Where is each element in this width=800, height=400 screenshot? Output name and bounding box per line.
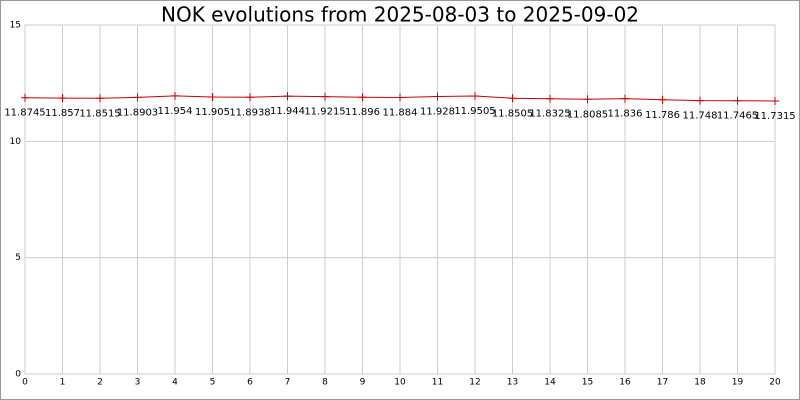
data-label: 11.928	[420, 106, 455, 117]
point-marker	[358, 93, 367, 102]
point-marker	[58, 94, 67, 103]
data-label: 11.896	[345, 107, 380, 118]
x-tick-label: 11	[432, 378, 443, 388]
x-tick-label: 14	[544, 378, 556, 388]
x-tick-label: 13	[507, 378, 518, 388]
data-label: 11.8903	[117, 107, 158, 118]
data-label: 11.944	[270, 106, 305, 117]
point-marker	[433, 92, 442, 101]
x-tick-label: 0	[22, 378, 28, 388]
data-label: 11.8745	[4, 108, 45, 119]
point-marker	[171, 91, 179, 100]
point-marker	[733, 96, 742, 105]
y-tick-label: 15	[10, 21, 21, 31]
point-marker	[96, 94, 104, 103]
data-label: 11.905	[195, 107, 230, 118]
data-label: 11.884	[383, 107, 418, 118]
data-label: 11.9505	[454, 106, 495, 117]
x-tick-label: 20	[769, 378, 781, 388]
y-tick-label: 10	[10, 137, 22, 147]
point-marker	[246, 93, 254, 102]
x-tick-label: 17	[657, 378, 668, 388]
point-marker	[508, 94, 517, 103]
x-tick-label: 2	[97, 378, 103, 388]
data-label: 11.748	[683, 111, 718, 122]
data-label: 11.786	[645, 110, 680, 121]
point-marker	[321, 92, 329, 101]
x-tick-label: 18	[694, 378, 706, 388]
data-label: 11.8505	[492, 108, 533, 119]
x-tick-label: 1	[60, 378, 66, 388]
data-label: 11.8325	[529, 109, 570, 120]
point-marker	[696, 96, 704, 105]
data-label: 11.7315	[754, 111, 795, 122]
point-marker	[621, 94, 629, 103]
data-label: 11.8085	[567, 109, 608, 120]
x-tick-label: 5	[210, 378, 216, 388]
point-marker	[208, 93, 217, 102]
chart-title: NOK evolutions from 2025-08-03 to 2025-0…	[161, 3, 639, 27]
point-marker	[396, 93, 404, 102]
x-tick-label: 9	[360, 378, 366, 388]
data-label: 11.7465	[717, 111, 758, 122]
point-marker	[21, 93, 29, 102]
data-label: 11.9215	[304, 107, 345, 118]
x-tick-label: 16	[619, 378, 631, 388]
data-label: 11.8515	[79, 108, 120, 119]
point-marker	[133, 93, 142, 102]
point-marker	[283, 92, 292, 101]
x-tick-label: 4	[172, 378, 178, 388]
point-marker	[546, 94, 554, 103]
y-tick-label: 0	[15, 370, 21, 380]
point-marker	[471, 91, 479, 100]
x-tick-label: 6	[247, 378, 253, 388]
x-tick-label: 15	[582, 378, 593, 388]
data-label: 11.954	[158, 106, 193, 117]
y-tick-label: 5	[15, 253, 21, 263]
data-label: 11.8938	[229, 107, 270, 118]
data-label: 11.857	[45, 108, 80, 119]
x-tick-label: 7	[285, 378, 291, 388]
data-label: 11.836	[608, 109, 643, 120]
x-tick-label: 8	[322, 378, 328, 388]
x-tick-label: 12	[469, 378, 480, 388]
x-tick-label: 10	[394, 378, 406, 388]
x-tick-label: 3	[135, 378, 141, 388]
x-tick-label: 19	[732, 378, 744, 388]
point-marker	[771, 97, 779, 106]
point-marker	[658, 95, 667, 104]
point-marker	[583, 95, 592, 104]
